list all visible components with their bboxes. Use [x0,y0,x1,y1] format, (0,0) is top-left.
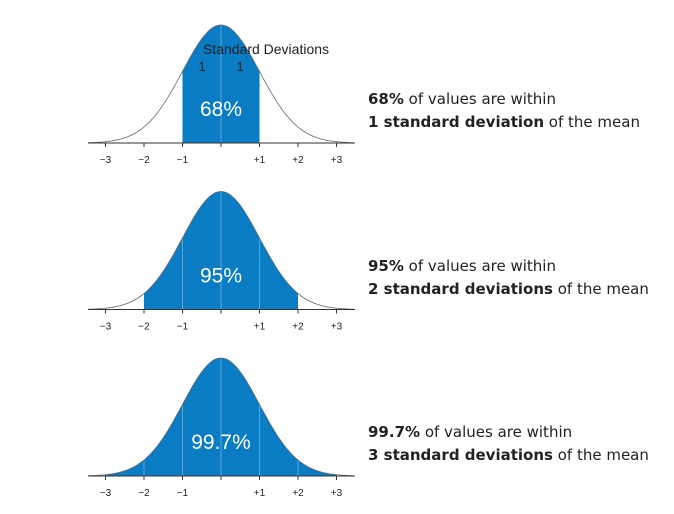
caption-text: of values are within [420,423,573,441]
caption: 95% of values are within 2 standard devia… [368,255,649,301]
curve [88,24,354,144]
tick-label: +2 [292,322,304,333]
caption-text: 2 standard deviations [368,279,553,298]
panel: −3 −2 −1 +1 +2 +3 99.7% [88,357,355,499]
annotation-label: 1 [198,59,205,74]
curve [88,191,354,310]
tick-label: +3 [331,322,343,333]
tick-label: −1 [177,155,189,166]
caption-text: 68% [368,90,404,108]
caption-text: of the mean [552,446,649,464]
tick-label: −1 [177,488,189,499]
caption-text: 3 standard deviations [368,446,553,464]
caption: 99.7% of values are within 3 standard dev… [368,421,649,467]
tick-label: +2 [292,488,304,499]
percent-label: 95% [200,265,242,288]
percent-label: 99.7% [191,431,251,454]
caption: 68% of values are within 1 standard devia… [368,88,640,134]
caption-text: of values are within [403,256,556,275]
panel: −3 −2 −1 +1 +2 +3 95% [88,191,355,333]
caption-text: 95% [368,256,404,275]
tick-label: −2 [138,488,150,499]
tick-label: −3 [100,155,112,166]
annotation-title: Standard Deviations [203,41,329,57]
tick-label: +3 [331,488,343,499]
panel: −3 −2 −1 +1 +2 +3 68% [88,24,355,166]
caption-text: 99.7% [368,423,421,441]
percent-label: 68% [200,98,242,121]
tick-label: +1 [254,155,266,166]
caption-text: 1 standard deviation [368,113,545,131]
tick-label: −2 [138,322,150,333]
tick-label: −3 [100,322,112,333]
tick-label: +2 [292,155,304,166]
tick-label: +1 [254,488,266,499]
curve [88,357,354,477]
caption-text: of the mean [552,279,649,298]
tick-label: −2 [138,155,150,166]
annotation-label: 1 [236,59,243,74]
tick-label: +1 [254,322,266,333]
tick-label: −1 [177,322,189,333]
caption-text: of values are within [403,90,556,108]
caption-text: of the mean [544,113,640,131]
tick-label: +3 [331,155,343,166]
tick-label: −3 [100,488,112,499]
